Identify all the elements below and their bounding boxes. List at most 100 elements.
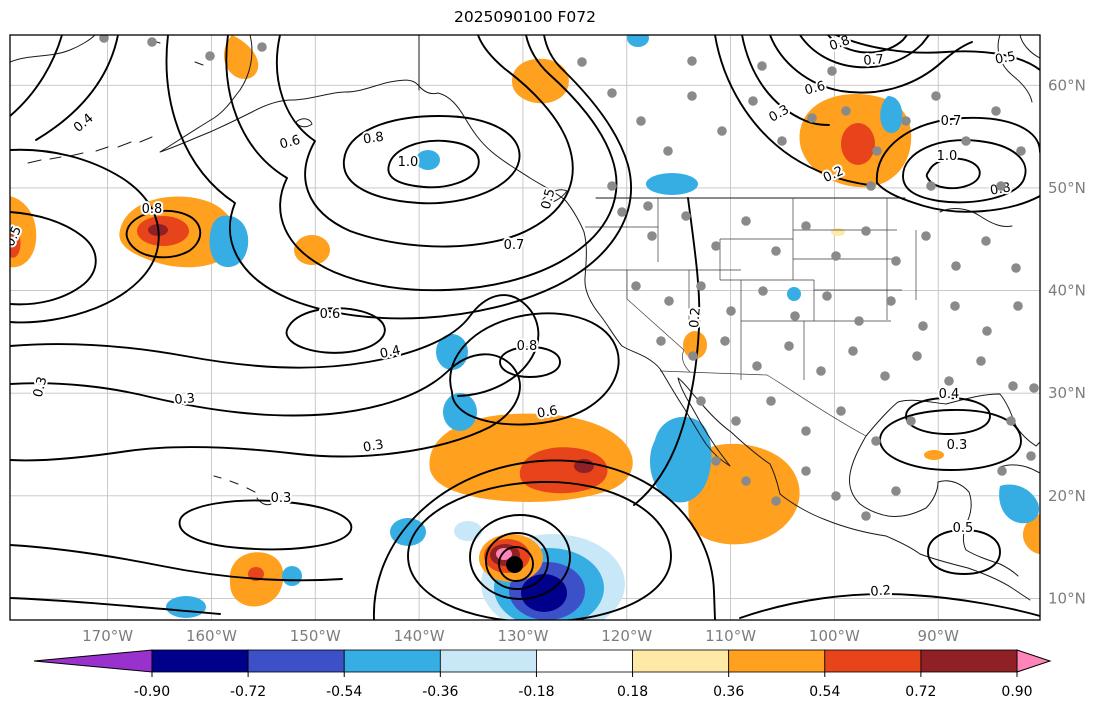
station-dot	[854, 316, 864, 326]
lon-tick-label: 140°W	[394, 627, 445, 645]
station-dot	[647, 231, 657, 241]
contour-label: 0.6	[803, 79, 827, 99]
station-dot	[1011, 263, 1021, 273]
station-dot	[741, 216, 751, 226]
station-dot	[886, 296, 896, 306]
contour-line	[125, 209, 202, 259]
colorbar-tick-label: -0.72	[230, 684, 266, 700]
shading-region	[924, 450, 944, 460]
station-dot	[748, 96, 758, 106]
station-dot	[784, 341, 794, 351]
colorbar-segment	[824, 649, 922, 673]
colorbar-tick-label: 0.36	[713, 684, 744, 700]
coastline-path	[997, 35, 1040, 103]
state-border-path	[682, 349, 691, 373]
contour-line	[902, 139, 1027, 204]
station-dot	[866, 181, 876, 191]
contour-line	[35, 35, 119, 141]
contour-label: 0.7	[504, 238, 525, 253]
station-dot	[1006, 416, 1016, 426]
lon-tick-label: 150°W	[290, 627, 341, 645]
contour-line	[10, 148, 160, 324]
correlation-shading	[10, 35, 1040, 620]
lat-tick-label: 60°N	[1048, 76, 1086, 94]
contour-line	[10, 211, 97, 306]
station-dot	[861, 511, 871, 521]
station-dot	[871, 436, 881, 446]
longitude-axis-labels: 170°W 160°W 150°W 140°W 130°W 120°W 110°W 100°W…	[82, 627, 959, 645]
lon-tick-label: 110°W	[705, 627, 756, 645]
station-dot	[901, 116, 911, 126]
colorbar	[33, 649, 1052, 677]
state-borders	[583, 198, 917, 437]
contour-line	[469, 514, 571, 600]
station-dot	[801, 426, 811, 436]
coastline-path	[10, 35, 96, 63]
colorbar-tick-label: 0.18	[617, 684, 648, 700]
shading-region	[841, 123, 875, 165]
station-dot	[831, 251, 841, 261]
station-dot	[687, 91, 697, 101]
station-dot	[752, 361, 762, 371]
contour-line	[10, 597, 221, 615]
contour-label: 0.4	[939, 387, 960, 402]
contour-label: 0.5	[994, 49, 1017, 67]
station-dot	[790, 311, 800, 321]
lon-tick-label: 100°W	[809, 627, 860, 645]
colorbar-under-arrow	[33, 649, 153, 673]
contour-label: 0.5	[539, 187, 559, 211]
colorbar-tick-labels: -0.90 -0.72 -0.54 -0.36 -0.18 0.18 0.36 0.54 0.7…	[134, 684, 1033, 700]
contour-label: 0.7	[863, 52, 885, 69]
station-dot	[631, 281, 641, 291]
station-dot	[912, 351, 922, 361]
contour-line	[835, 35, 1040, 71]
station-dot	[827, 66, 837, 76]
station-dot	[758, 286, 768, 296]
contour-line	[927, 529, 1001, 575]
station-dot	[617, 207, 627, 217]
station-dot	[656, 336, 666, 346]
shading-region	[627, 35, 649, 47]
station-dot	[731, 416, 741, 426]
station-dot	[771, 246, 781, 256]
station-dot	[961, 136, 971, 146]
coastline-path	[849, 435, 1019, 577]
station-dot	[996, 181, 1006, 191]
contour-label: 0.6	[278, 133, 302, 153]
station-dot	[643, 201, 653, 211]
contour-line	[285, 307, 386, 354]
lat-tick-label: 20°N	[1048, 487, 1086, 505]
shading-region	[454, 521, 482, 541]
coastline-path	[149, 39, 204, 66]
station-dot	[147, 37, 157, 47]
contour-line	[876, 182, 1040, 213]
station-dot	[766, 396, 776, 406]
station-dot	[801, 221, 811, 231]
contour-label: 0.3	[174, 391, 196, 408]
station-dot	[906, 416, 916, 426]
contour-label: 0.2	[687, 307, 704, 329]
station-dot	[872, 146, 882, 156]
station-dot	[822, 291, 832, 301]
contour-label: 0.8	[362, 130, 385, 148]
shading-region	[294, 235, 330, 265]
station-dot	[688, 351, 698, 361]
station-dot	[696, 281, 706, 291]
contour-line	[925, 157, 981, 190]
shading-region	[787, 287, 801, 301]
colorbar-tick-label: -0.54	[326, 684, 362, 700]
contour-line	[827, 35, 908, 54]
station-dot	[836, 406, 846, 416]
contour-line	[10, 294, 540, 397]
colorbar-tick-label: 0.54	[809, 684, 840, 700]
station-dot	[997, 466, 1007, 476]
coastline-path	[939, 208, 1013, 227]
station-dot	[741, 476, 751, 486]
contour-label: 0.8	[142, 202, 163, 217]
contour-line	[10, 35, 63, 117]
contour-line	[178, 499, 353, 551]
station-dot	[951, 261, 961, 271]
station-dot	[1029, 383, 1039, 393]
shading-region	[443, 393, 477, 431]
